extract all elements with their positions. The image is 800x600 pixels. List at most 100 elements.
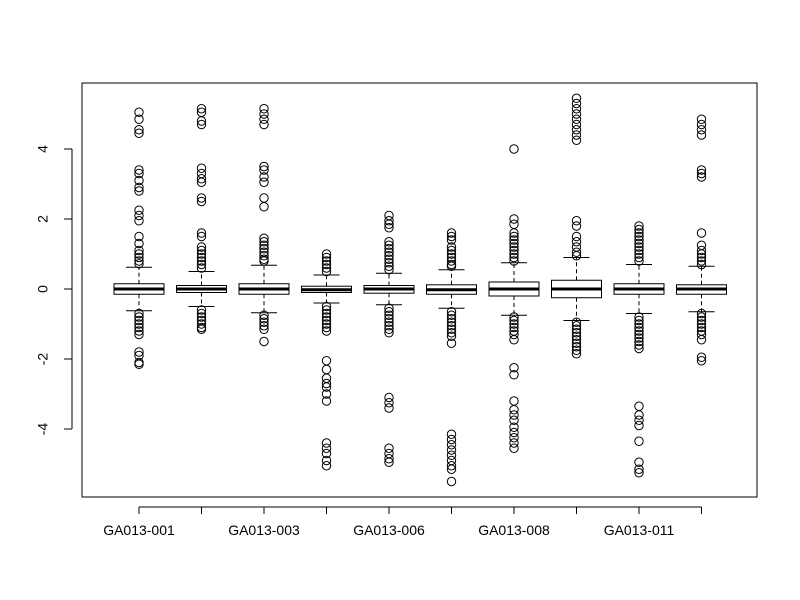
outlier-point	[321, 301, 332, 312]
outlier-point	[509, 438, 519, 448]
outlier-point	[196, 231, 207, 242]
outlier-point	[321, 448, 332, 459]
outlier-point	[134, 210, 144, 221]
outlier-point	[571, 321, 582, 331]
outlier-point	[634, 319, 644, 329]
outlier-point	[196, 305, 207, 315]
outlier-point	[509, 322, 519, 333]
outlier-point	[259, 104, 269, 114]
outlier-point	[509, 433, 519, 443]
outlier-point	[134, 249, 144, 259]
outlier-point	[196, 242, 207, 252]
outlier-point	[321, 305, 332, 315]
outlier-point	[509, 144, 519, 154]
box-6	[426, 228, 477, 487]
outlier-point	[696, 114, 707, 124]
outlier-point	[571, 335, 582, 345]
outlier-point	[321, 326, 332, 336]
outlier-point	[634, 333, 644, 343]
outlier-point	[196, 263, 207, 273]
outlier-point	[384, 321, 394, 331]
outlier-point	[259, 336, 269, 347]
outlier-point	[509, 396, 519, 406]
outlier-point	[509, 410, 519, 420]
outlier-point	[696, 335, 707, 345]
outlier-point	[259, 314, 269, 324]
outlier-point	[196, 245, 207, 256]
outlier-point	[509, 427, 519, 438]
outlier-point	[384, 443, 394, 453]
outlier-point	[446, 445, 457, 455]
outlier-point	[384, 251, 394, 261]
outlier-point	[634, 235, 644, 245]
outlier-point	[571, 324, 582, 334]
outlier-point	[634, 315, 644, 326]
outlier-point	[696, 245, 707, 256]
outlier-point	[384, 310, 394, 320]
outlier-point	[571, 119, 582, 130]
outlier-point	[134, 107, 144, 117]
outlier-point	[134, 308, 144, 319]
outlier-point	[446, 461, 457, 471]
outlier-point	[134, 182, 144, 193]
outlier-point	[509, 335, 519, 345]
outlier-point	[384, 454, 394, 464]
outlier-point	[384, 223, 394, 233]
outlier-point	[509, 235, 519, 245]
outlier-point	[196, 249, 207, 259]
outlier-point	[384, 237, 394, 247]
outlier-point	[634, 242, 644, 252]
outlier-point	[571, 104, 582, 114]
outlier-point	[509, 245, 519, 256]
outlier-point	[509, 242, 519, 252]
outlier-point	[259, 233, 269, 243]
outlier-point	[571, 125, 582, 135]
y-tick-label: -4	[35, 423, 51, 436]
outlier-point	[259, 251, 269, 261]
outlier-point	[134, 205, 144, 215]
outlier-point	[634, 410, 644, 420]
outlier-point	[634, 415, 644, 425]
outlier-point	[446, 464, 457, 474]
outlier-point	[259, 324, 269, 334]
outlier-point	[571, 130, 582, 140]
outlier-point	[134, 329, 144, 340]
outlier-point	[696, 249, 707, 259]
outlier-point	[259, 193, 269, 203]
outlier-point	[571, 251, 582, 261]
outlier-point	[571, 93, 582, 103]
outlier-point	[321, 461, 332, 471]
outlier-point	[259, 244, 269, 254]
outlier-point	[384, 398, 394, 408]
outlier-point	[321, 378, 332, 389]
outlier-point	[446, 338, 457, 348]
outlier-point	[446, 256, 457, 266]
y-axis: -4 -2 0 2 4	[35, 145, 73, 436]
outlier-point	[321, 308, 332, 319]
outlier-point	[384, 324, 394, 334]
outlier-point	[196, 308, 207, 319]
x-tick-label: GA013-011	[604, 522, 675, 538]
box-10	[676, 114, 727, 366]
outlier-point	[446, 235, 457, 245]
outlier-point	[321, 396, 332, 406]
outlier-point	[134, 359, 144, 369]
outlier-point	[509, 319, 519, 329]
outlier-point	[321, 249, 332, 259]
outlier-point	[634, 312, 644, 322]
outlier-point	[509, 238, 519, 249]
box-9	[613, 221, 665, 478]
outlier-point	[634, 256, 644, 266]
outlier-point	[696, 315, 707, 326]
outlier-point	[446, 429, 457, 439]
outlier-point	[196, 193, 207, 203]
y-tick-label: 0	[35, 285, 51, 293]
outlier-point	[696, 259, 707, 270]
box-group	[113, 93, 727, 487]
outlier-point	[634, 329, 644, 340]
outlier-point	[259, 202, 269, 212]
outlier-point	[384, 392, 394, 403]
outlier-point	[134, 128, 144, 138]
outlier-point	[134, 114, 144, 124]
